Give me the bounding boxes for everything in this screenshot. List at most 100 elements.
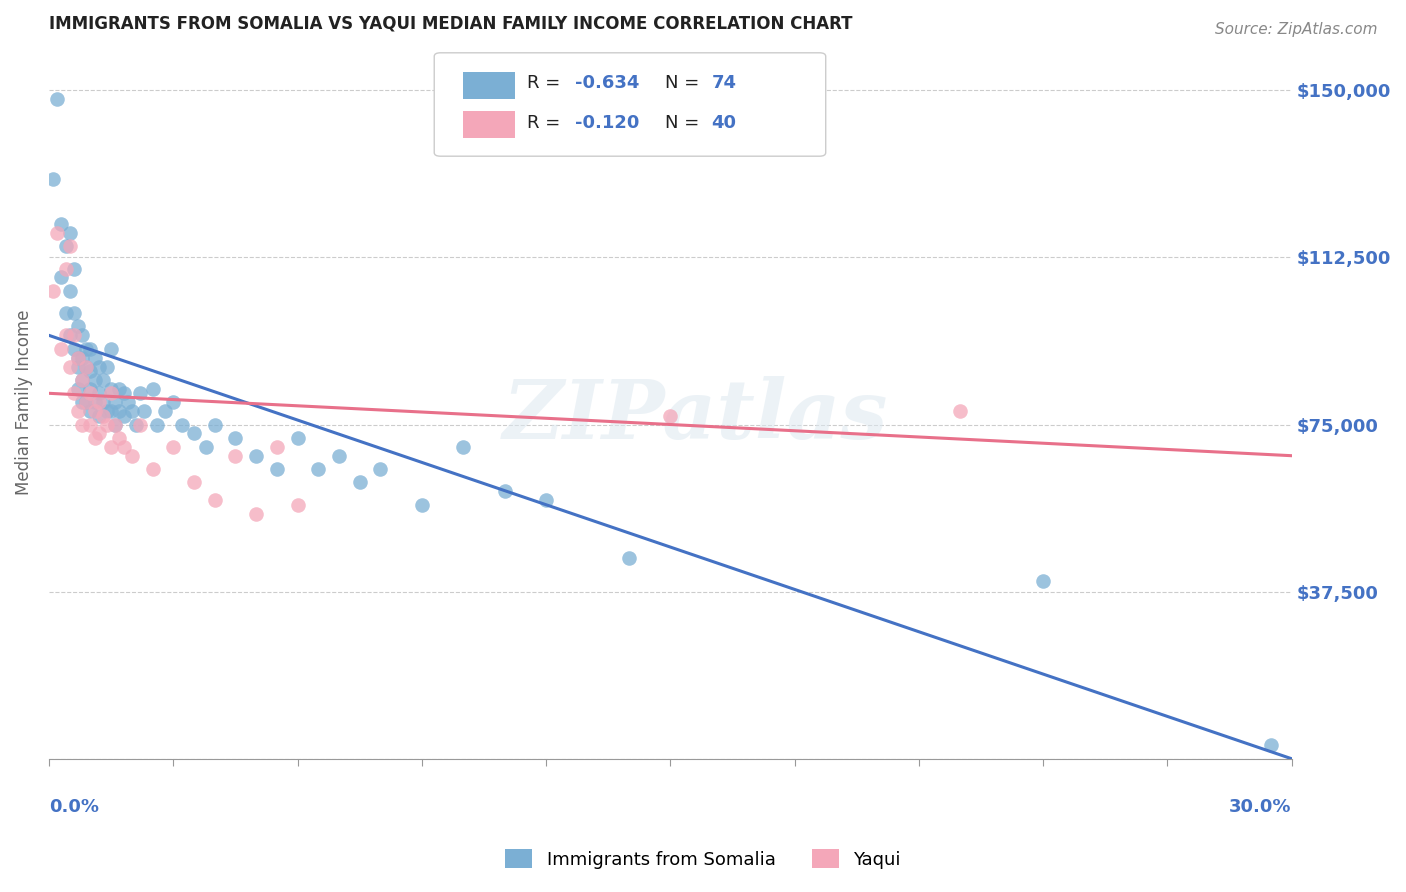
Point — [55, 239, 77, 253]
Text: R =: R = — [527, 74, 567, 93]
FancyBboxPatch shape — [463, 112, 515, 138]
Point — [112, 409, 135, 423]
Point — [100, 382, 122, 396]
Point — [112, 440, 135, 454]
Point — [494, 484, 516, 499]
Point — [87, 426, 110, 441]
Point — [141, 382, 163, 396]
Point — [59, 284, 82, 298]
Point — [66, 382, 89, 396]
Point — [46, 226, 69, 240]
Point — [307, 462, 329, 476]
Point — [100, 386, 122, 401]
Point — [411, 498, 433, 512]
Point — [121, 449, 143, 463]
Point — [170, 417, 193, 432]
Point — [59, 328, 82, 343]
Point — [59, 359, 82, 374]
Point — [79, 382, 101, 396]
Point — [63, 328, 86, 343]
Point — [55, 261, 77, 276]
Point — [162, 395, 184, 409]
Point — [125, 417, 148, 432]
Point — [1032, 574, 1054, 588]
Point — [112, 386, 135, 401]
Point — [66, 359, 89, 374]
Point — [659, 409, 682, 423]
Point — [87, 386, 110, 401]
Point — [108, 382, 131, 396]
FancyBboxPatch shape — [463, 72, 515, 99]
Point — [100, 404, 122, 418]
Point — [104, 395, 127, 409]
Point — [63, 306, 86, 320]
Point — [75, 342, 97, 356]
Point — [162, 440, 184, 454]
Point — [55, 306, 77, 320]
Point — [134, 404, 156, 418]
Point — [79, 386, 101, 401]
Point — [266, 462, 288, 476]
Point — [328, 449, 350, 463]
Point — [79, 364, 101, 378]
Point — [66, 351, 89, 365]
Point — [129, 417, 152, 432]
Point — [79, 417, 101, 432]
Point — [87, 395, 110, 409]
Point — [96, 417, 118, 432]
Point — [349, 475, 371, 490]
Point — [51, 217, 73, 231]
Point — [108, 431, 131, 445]
Point — [96, 359, 118, 374]
Point — [121, 404, 143, 418]
Text: N =: N = — [665, 113, 706, 132]
Point — [183, 475, 205, 490]
Point — [42, 284, 65, 298]
Point — [46, 92, 69, 106]
Point — [83, 395, 105, 409]
Text: -0.634: -0.634 — [575, 74, 640, 93]
Text: 30.0%: 30.0% — [1229, 798, 1292, 816]
Point — [70, 373, 93, 387]
Point — [75, 359, 97, 374]
Point — [96, 404, 118, 418]
Y-axis label: Median Family Income: Median Family Income — [15, 310, 32, 495]
Point — [83, 351, 105, 365]
Legend: Immigrants from Somalia, Yaqui: Immigrants from Somalia, Yaqui — [498, 842, 908, 876]
Point — [63, 261, 86, 276]
Point — [204, 493, 226, 508]
Point — [59, 226, 82, 240]
Point — [370, 462, 392, 476]
Text: N =: N = — [665, 74, 706, 93]
Point — [245, 449, 267, 463]
Point — [55, 328, 77, 343]
Point — [70, 417, 93, 432]
Point — [51, 270, 73, 285]
Point — [91, 395, 114, 409]
Point — [224, 449, 246, 463]
Point — [451, 440, 474, 454]
Point — [42, 172, 65, 186]
Point — [224, 431, 246, 445]
Text: 40: 40 — [711, 113, 737, 132]
Point — [83, 373, 105, 387]
Point — [70, 395, 93, 409]
Point — [87, 409, 110, 423]
Point — [66, 351, 89, 365]
Text: Source: ZipAtlas.com: Source: ZipAtlas.com — [1215, 22, 1378, 37]
Point — [204, 417, 226, 432]
Point — [117, 395, 139, 409]
Point — [100, 440, 122, 454]
Text: 74: 74 — [711, 74, 737, 93]
Point — [75, 359, 97, 374]
Point — [949, 404, 972, 418]
Point — [91, 409, 114, 423]
Point — [195, 440, 218, 454]
Point — [153, 404, 176, 418]
Point — [104, 417, 127, 432]
Point — [75, 395, 97, 409]
Point — [91, 373, 114, 387]
Point — [51, 342, 73, 356]
Point — [129, 386, 152, 401]
Point — [617, 551, 640, 566]
